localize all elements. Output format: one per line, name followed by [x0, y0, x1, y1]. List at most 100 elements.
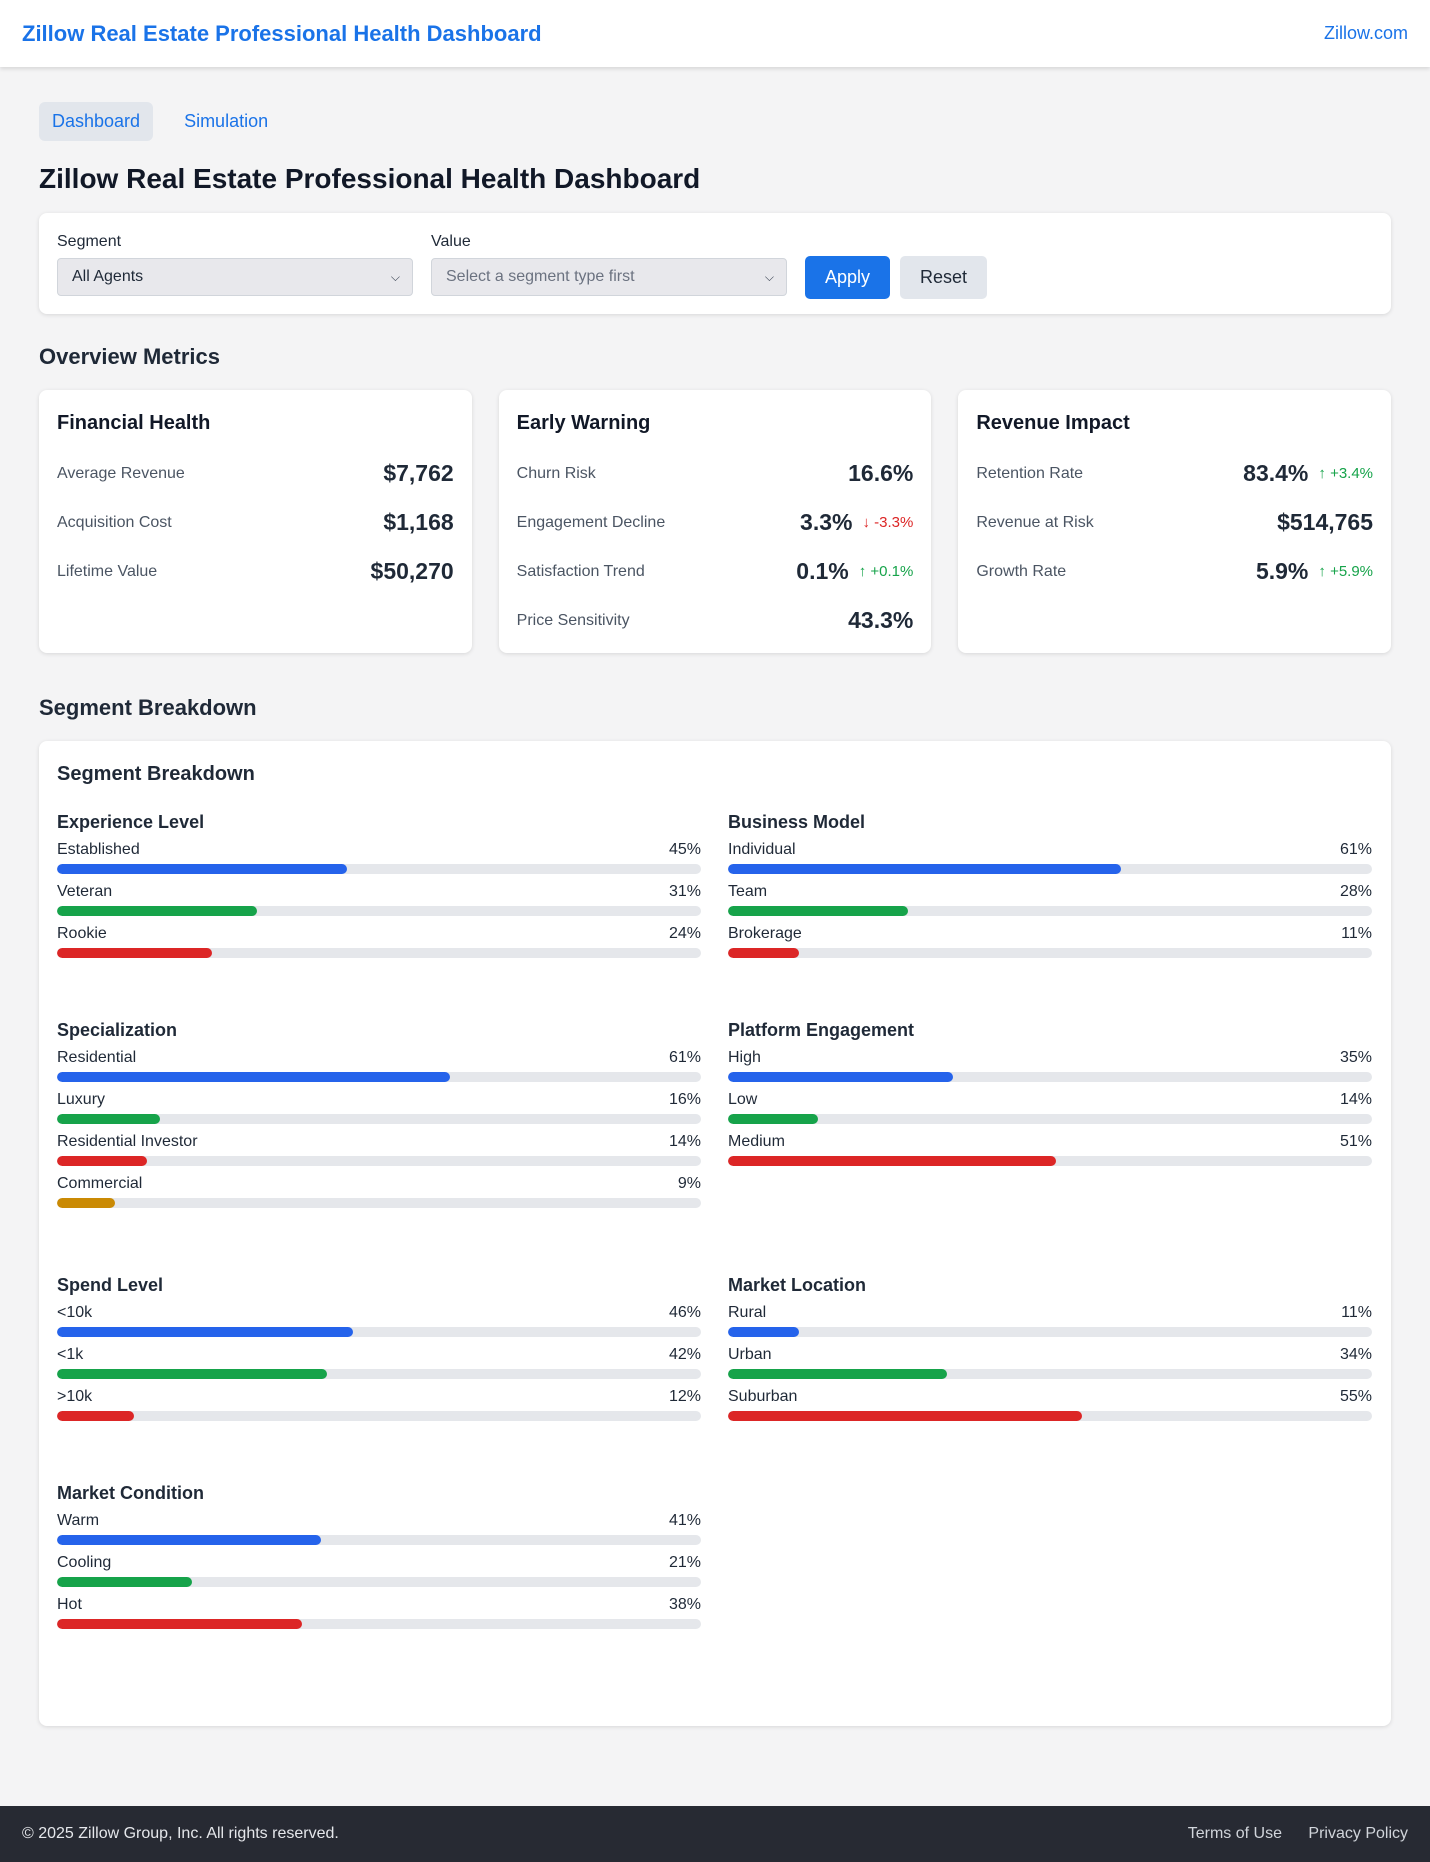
breakdown-item-label: Brokerage [728, 925, 802, 942]
reset-button[interactable]: Reset [900, 256, 988, 299]
progress-fill [57, 864, 347, 874]
breakdown-item-percent: 9% [677, 1175, 701, 1192]
breakdown-item-percent: 51% [1339, 1133, 1372, 1150]
breakdown-item: Cooling 21% [57, 1554, 701, 1587]
breakdown-item-header: <10k 46% [57, 1304, 701, 1322]
breakdown-item-percent: 55% [1339, 1388, 1372, 1405]
breakdown-item-percent: 61% [1339, 841, 1372, 858]
metric-value: 16.6% [848, 460, 914, 486]
metric-card: Financial Health Average Revenue $7,762 Acq… [39, 390, 472, 653]
metric-delta-value: +5.9% [1330, 563, 1374, 580]
breakdown-item-header: Established 45% [57, 841, 701, 859]
metric-delta: ↑ +0.1% [859, 563, 914, 580]
breakdown-item-label: Medium [728, 1133, 785, 1150]
chevron-down-icon: ⌵ [390, 269, 400, 284]
progress-fill [728, 906, 909, 916]
metric-delta: ↑ +5.9% [1318, 563, 1373, 580]
breakdown-item: >10k 12% [57, 1388, 701, 1421]
metric-value-group: $50,270 [371, 558, 454, 585]
arrow-up-icon: ↑ [1318, 563, 1331, 580]
progress-fill [57, 1411, 135, 1421]
metric-label: Average Revenue [57, 464, 185, 482]
tab-simulation[interactable]: Simulation [184, 111, 269, 131]
metric-value-group: 83.4% ↑ +3.4% [1243, 460, 1373, 487]
metric-value-group: 5.9% ↑ +5.9% [1256, 558, 1373, 585]
metric-row: Acquisition Cost $1,168 [57, 498, 454, 547]
brand-link[interactable]: Zillow Real Estate Professional Health D… [22, 20, 542, 46]
breakdown-item-percent: 16% [668, 1091, 701, 1108]
metric-value: $7,762 [383, 460, 454, 486]
breakdown-item-header: Low 14% [728, 1091, 1372, 1109]
overview-metrics: Financial Health Average Revenue $7,762 Acq… [39, 390, 1392, 653]
segment-selected-value: All Agents [72, 268, 144, 285]
terms-of-use-link[interactable]: Terms of Use [1187, 1825, 1282, 1842]
breakdown-item-header: High 35% [728, 1049, 1372, 1067]
segment-select[interactable]: All Agents ⌵ [57, 258, 413, 296]
breakdown-item-header: Urban 34% [728, 1346, 1372, 1364]
breakdown-group-title: Business Model [728, 812, 866, 832]
metric-value: $514,765 [1277, 509, 1374, 535]
apply-button[interactable]: Apply [805, 256, 891, 299]
progress-fill [57, 948, 212, 958]
metric-delta: ↓ -3.3% [862, 514, 913, 531]
progress-fill [728, 1411, 1083, 1421]
progress-fill [57, 1577, 193, 1587]
breakdown-item-percent: 61% [668, 1049, 701, 1066]
breakdown-item-label: <1k [57, 1346, 84, 1363]
breakdown-item-header: Commercial 9% [57, 1175, 701, 1193]
breakdown-item-percent: 34% [1339, 1346, 1372, 1363]
tab-dashboard[interactable]: Dashboard [39, 102, 154, 141]
breakdown-item-percent: 24% [668, 925, 701, 942]
privacy-policy-link[interactable]: Privacy Policy [1308, 1825, 1408, 1842]
progress-track [728, 1156, 1372, 1166]
breakdown-item-header: Medium 51% [728, 1133, 1372, 1151]
breakdown-item-header: Veteran 31% [57, 883, 701, 901]
breakdown-item-label: Urban [728, 1346, 772, 1363]
progress-fill [57, 1072, 450, 1082]
metric-value-group: 3.3% ↓ -3.3% [800, 509, 913, 536]
progress-fill [57, 1535, 322, 1545]
breakdown-item-label: <10k [57, 1304, 93, 1321]
progress-track [57, 1114, 701, 1124]
breakdown-item-header: <1k 42% [57, 1346, 701, 1364]
metric-row: Growth Rate 5.9% ↑ +5.9% [976, 547, 1373, 596]
progress-track [728, 948, 1372, 958]
breakdown-group: Platform Engagement High 35% Low 14% Medium 51… [728, 1020, 1372, 1235]
progress-track [57, 1577, 701, 1587]
breakdown-item-label: Residential Investor [57, 1133, 198, 1150]
metric-value-group: 16.6% [848, 460, 913, 487]
arrow-up-icon: ↑ [858, 563, 871, 580]
breakdown-section-title: Segment Breakdown [39, 695, 257, 720]
breakdown-item: Established 45% [57, 841, 701, 874]
progress-fill [728, 948, 799, 958]
metric-value: $1,168 [383, 509, 454, 535]
breakdown-item: Residential 61% [57, 1049, 701, 1082]
breakdown-item-label: Team [728, 883, 768, 900]
zillow-home-link[interactable]: Zillow.com [1323, 23, 1408, 43]
breakdown-item: Commercial 9% [57, 1175, 701, 1208]
breakdown-item-label: >10k [57, 1388, 93, 1405]
breakdown-item-label: Hot [57, 1596, 82, 1613]
value-select[interactable]: Select a segment type first ⌵ [431, 258, 787, 296]
breakdown-item-header: Warm 41% [57, 1512, 701, 1530]
breakdown-item: Individual 61% [728, 841, 1372, 874]
progress-fill [57, 1619, 302, 1629]
page-title: Zillow Real Estate Professional Health D… [39, 163, 701, 194]
value-placeholder: Select a segment type first [446, 268, 635, 285]
segment-field: Segment All Agents ⌵ [57, 233, 413, 296]
breakdown-item: Urban 34% [728, 1346, 1372, 1379]
breakdown-group-title: Experience Level [57, 812, 205, 832]
progress-track [57, 1327, 701, 1337]
breakdown-item-header: Brokerage 11% [728, 925, 1372, 943]
progress-fill [57, 1156, 148, 1166]
breakdown-item-percent: 14% [1339, 1091, 1372, 1108]
breakdown-item-label: Suburban [728, 1388, 798, 1405]
value-label: Value [431, 233, 471, 250]
breakdown-item-percent: 31% [668, 883, 701, 900]
metric-value: 83.4% [1243, 460, 1309, 486]
breakdown-item-label: Commercial [57, 1175, 143, 1192]
breakdown-item-header: Hot 38% [57, 1596, 701, 1614]
breakdown-item: Medium 51% [728, 1133, 1372, 1166]
progress-track [57, 1369, 701, 1379]
page-footer: © 2025 Zillow Group, Inc. All rights res… [0, 1806, 1430, 1862]
